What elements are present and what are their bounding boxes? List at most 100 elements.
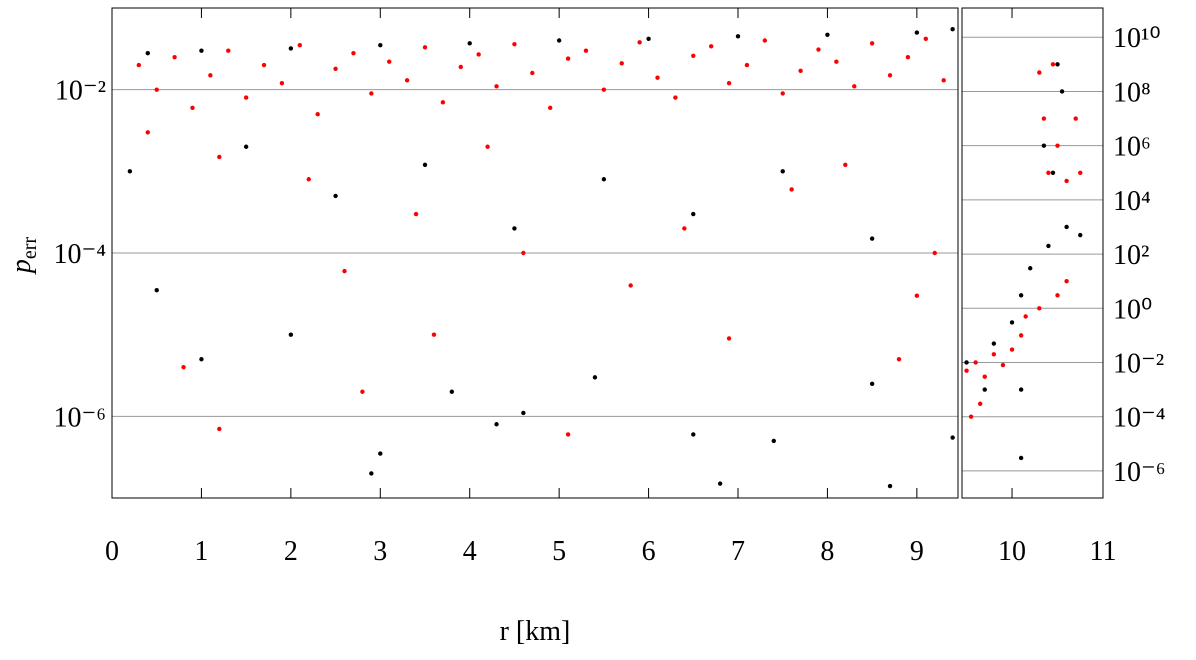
point xyxy=(512,42,517,47)
point xyxy=(440,100,446,105)
point xyxy=(217,154,222,160)
x-tick-label: 2 xyxy=(284,536,298,567)
point xyxy=(360,389,365,394)
point xyxy=(333,193,338,199)
point xyxy=(717,481,723,486)
point xyxy=(1046,170,1051,175)
point xyxy=(973,360,978,365)
y-tick-label: 10⁶ xyxy=(1113,132,1151,163)
point xyxy=(387,59,392,64)
point xyxy=(1055,143,1060,148)
x-tick-label: 10 xyxy=(998,536,1026,567)
point xyxy=(521,410,526,416)
x-tick-label: 4 xyxy=(463,536,477,567)
point xyxy=(404,78,410,83)
point xyxy=(127,169,133,174)
point xyxy=(181,364,186,370)
point xyxy=(1055,293,1060,298)
point xyxy=(476,52,481,57)
plot-frame xyxy=(961,7,1104,499)
point xyxy=(1055,62,1060,67)
y-tick-label: 10⁻⁴ xyxy=(1113,403,1166,434)
point xyxy=(208,73,213,78)
point xyxy=(1041,116,1047,121)
point xyxy=(941,78,946,83)
point xyxy=(1018,387,1024,392)
point xyxy=(1009,347,1015,352)
point xyxy=(1009,320,1015,325)
x-tick-label: 5 xyxy=(552,536,566,567)
point xyxy=(691,53,696,58)
y-tick-label: 10⁸ xyxy=(1113,77,1151,108)
point xyxy=(932,250,937,256)
x-tick-label: 9 xyxy=(910,536,924,567)
point xyxy=(1078,170,1083,175)
point xyxy=(288,332,294,337)
point xyxy=(136,62,142,68)
point xyxy=(1028,266,1033,271)
point xyxy=(982,374,987,379)
point xyxy=(154,87,159,92)
point xyxy=(1018,293,1024,298)
point xyxy=(512,226,517,231)
x-tick-label: 1 xyxy=(194,536,208,567)
x-tick-label: 7 xyxy=(731,536,745,567)
point xyxy=(494,84,499,89)
point xyxy=(1041,143,1047,148)
point xyxy=(843,162,848,168)
point xyxy=(896,357,902,362)
point xyxy=(601,177,607,182)
point xyxy=(333,66,338,72)
point xyxy=(1078,232,1083,238)
point xyxy=(565,56,571,61)
point xyxy=(1037,306,1042,311)
point xyxy=(735,34,741,39)
point xyxy=(834,59,839,64)
point xyxy=(288,46,294,51)
x-tick-label: 11 xyxy=(1090,536,1117,567)
point xyxy=(494,422,499,427)
x-tick-label: 8 xyxy=(820,536,834,567)
point xyxy=(449,389,455,394)
point xyxy=(968,414,974,419)
point xyxy=(726,81,732,86)
point xyxy=(991,352,997,357)
point xyxy=(780,169,785,174)
x-axis-label: r [km] xyxy=(500,616,571,647)
point xyxy=(789,187,794,192)
point xyxy=(369,471,374,476)
point xyxy=(458,64,463,70)
point xyxy=(243,144,249,149)
point xyxy=(530,70,535,76)
x-tick-label: 6 xyxy=(642,536,656,567)
point xyxy=(342,268,347,274)
y-tick-label: 10⁻⁶ xyxy=(1113,457,1166,488)
point xyxy=(413,211,419,217)
point xyxy=(243,95,249,100)
point xyxy=(1000,362,1006,368)
point xyxy=(798,68,803,74)
point xyxy=(1064,224,1069,230)
y-tick-label: 10⁰ xyxy=(1113,294,1152,325)
y-tick-label: 10⁻² xyxy=(55,76,106,107)
point xyxy=(637,40,642,45)
point xyxy=(378,43,383,48)
point xyxy=(1018,455,1024,461)
point xyxy=(708,44,714,49)
point xyxy=(780,91,785,96)
point xyxy=(431,332,437,337)
point xyxy=(771,438,776,444)
point xyxy=(923,36,929,41)
point xyxy=(691,211,696,217)
point xyxy=(521,250,526,256)
point xyxy=(351,50,356,56)
point xyxy=(154,288,159,293)
point xyxy=(673,95,678,100)
y-tick-label: 10⁻⁴ xyxy=(53,239,106,270)
x-tick-label: 0 xyxy=(105,536,119,567)
point xyxy=(422,45,428,50)
x-tick-label: 3 xyxy=(373,536,387,567)
point xyxy=(378,451,383,456)
y-tick-label: 10¹⁰ xyxy=(1113,23,1161,54)
point xyxy=(226,48,231,53)
